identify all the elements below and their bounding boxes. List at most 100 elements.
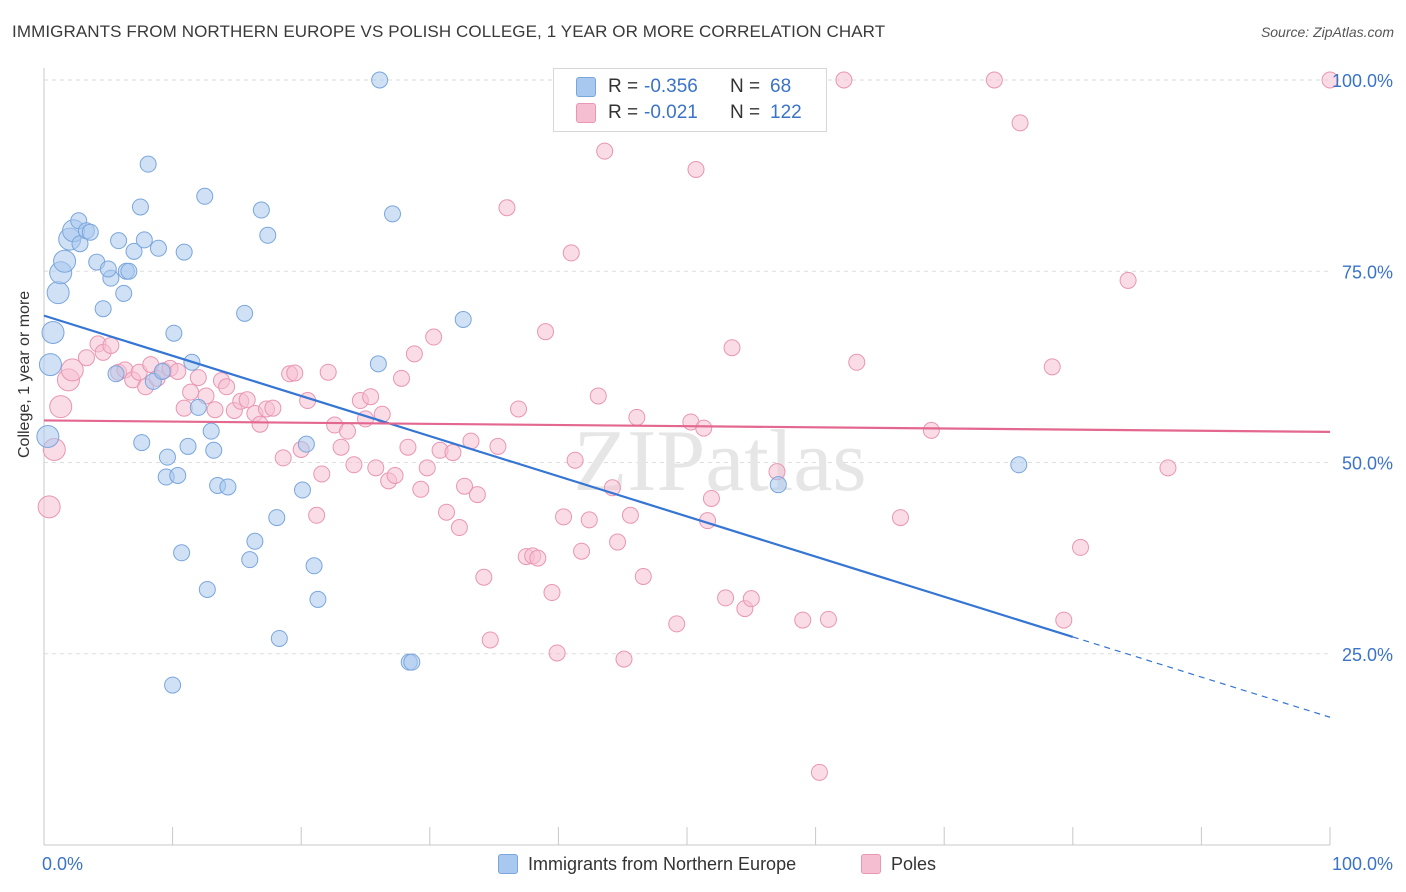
pink-data-point (848, 353, 866, 371)
n-value: 68 (770, 76, 792, 97)
tick-label-layer: 25.0% 50.0% 75.0% 100.0% 0.0% 100.0% (42, 71, 1393, 874)
blue-trend-line (43, 314, 1074, 638)
blue-data-point (202, 422, 220, 440)
blue-data-point (53, 249, 77, 273)
blue-data-point (384, 205, 402, 223)
pink-data-point (1072, 538, 1090, 556)
blue-swatch-icon (498, 854, 518, 874)
pink-data-point (475, 568, 493, 586)
pink-data-point (573, 542, 591, 560)
pink-data-point (891, 509, 909, 527)
blue-data-point (139, 155, 157, 173)
pink-data-point (393, 369, 411, 387)
pink-data-point (49, 395, 73, 419)
pink-data-point (615, 650, 633, 668)
pink-data-point (819, 610, 837, 628)
y-tick-label: 75.0% (1342, 262, 1393, 282)
pink-data-point (286, 364, 304, 382)
blue-data-point (241, 551, 259, 569)
legend-item-northern-europe[interactable]: Immigrants from Northern Europe (498, 852, 796, 876)
blue-data-point (110, 232, 128, 250)
pink-data-point (687, 161, 705, 179)
pink-data-point (77, 349, 95, 367)
pink-data-point (742, 590, 760, 608)
pink-data-point (543, 584, 561, 602)
pink-data-point (922, 421, 940, 439)
pink-data-point (175, 399, 193, 417)
stats-legend: R = -0.356 N = 68 R = -0.021 N = 122 (553, 68, 827, 132)
trend-layer (43, 314, 1331, 718)
grid-layer (44, 79, 1330, 655)
blue-data-point (131, 198, 149, 216)
pink-data-point (1055, 611, 1073, 629)
pink-data-point (218, 378, 236, 396)
pink-data-point (566, 451, 584, 469)
blue-data-point (236, 304, 254, 322)
blue-data-point (293, 481, 311, 499)
blue-data-point (165, 324, 183, 342)
pink-data-point (794, 611, 812, 629)
blue-data-point (41, 320, 65, 344)
blue-data-point (46, 281, 70, 305)
blue-swatch-icon (576, 77, 596, 97)
blue-data-point (36, 424, 60, 448)
blue-data-point (219, 478, 237, 496)
pink-data-point (1011, 114, 1029, 132)
pink-data-point (621, 506, 639, 524)
pink-data-point (386, 467, 404, 485)
legend-item-poles[interactable]: Poles (861, 852, 936, 876)
blue-data-point (270, 629, 288, 647)
pink-data-point (1159, 459, 1177, 477)
blue-data-point (120, 262, 138, 280)
blue-data-point (369, 355, 387, 373)
blue-data-point (205, 441, 223, 459)
blue-data-point (196, 187, 214, 205)
pink-data-point (634, 567, 652, 585)
y-axis-label: College, 1 year or more (16, 290, 33, 458)
pink-data-point (102, 336, 120, 354)
chart-source: Source: ZipAtlas.com (1260, 24, 1394, 40)
pink-data-point (274, 449, 292, 467)
pink-data-point (425, 328, 443, 346)
pink-data-point (985, 71, 1003, 89)
pink-data-point (332, 438, 350, 456)
pink-data-point (189, 369, 207, 387)
pink-data-point (456, 477, 474, 495)
pink-data-point (695, 419, 713, 437)
blue-data-point (158, 448, 176, 466)
blue-data-point (189, 398, 207, 416)
blue-data-point (371, 71, 389, 89)
blue-data-point (246, 532, 264, 550)
pink-data-point (835, 71, 853, 89)
blue-data-point (149, 239, 167, 257)
watermark: ZIPatlas (573, 413, 866, 510)
blue-data-point (297, 435, 315, 453)
stats-legend-row-pink: R = -0.021 N = 122 (576, 101, 802, 125)
pink-data-point (481, 631, 499, 649)
pink-data-point (562, 244, 580, 262)
stats-legend-row-blue: R = -0.356 N = 68 (576, 75, 791, 99)
blue-data-point (107, 365, 125, 383)
pink-data-point (529, 549, 547, 567)
legend-label: Poles (891, 853, 937, 874)
legend-label: Immigrants from Northern Europe (528, 853, 797, 874)
blue-data-point (94, 300, 112, 318)
pink-data-point (405, 345, 423, 363)
n-value: 122 (770, 102, 802, 123)
blue-data-point (135, 231, 153, 249)
pink-data-point (510, 400, 528, 418)
pink-data-point (537, 323, 555, 341)
pink-data-point (468, 486, 486, 504)
blue-data-point (133, 434, 151, 452)
pink-data-point (362, 388, 380, 406)
r-value: -0.021 (644, 102, 698, 123)
pink-data-point (555, 508, 573, 526)
r-label: R = (608, 76, 639, 97)
pink-data-point (345, 456, 363, 474)
y-tick-label: 100.0% (1332, 71, 1393, 91)
pink-swatch-icon (576, 103, 596, 123)
chart-title: IMMIGRANTS FROM NORTHERN EUROPE VS POLIS… (12, 22, 886, 41)
blue-data-point (81, 223, 99, 241)
blue-data-point (305, 557, 323, 575)
pink-data-point (412, 480, 430, 498)
